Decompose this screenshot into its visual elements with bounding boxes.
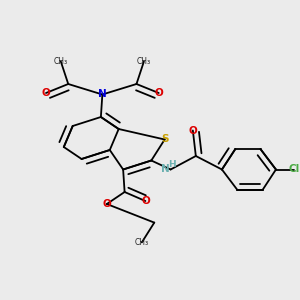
Text: CH₃: CH₃ bbox=[54, 57, 68, 66]
Text: H: H bbox=[168, 160, 176, 169]
Text: O: O bbox=[154, 88, 163, 98]
Text: O: O bbox=[42, 88, 50, 98]
Text: N: N bbox=[98, 89, 107, 100]
Text: N: N bbox=[161, 164, 170, 175]
Text: O: O bbox=[188, 125, 197, 136]
Text: O: O bbox=[141, 196, 150, 206]
Text: CH₃: CH₃ bbox=[135, 238, 149, 247]
Text: CH₃: CH₃ bbox=[137, 57, 151, 66]
Text: S: S bbox=[161, 134, 168, 145]
Text: O: O bbox=[102, 199, 111, 209]
Text: Cl: Cl bbox=[288, 164, 299, 175]
